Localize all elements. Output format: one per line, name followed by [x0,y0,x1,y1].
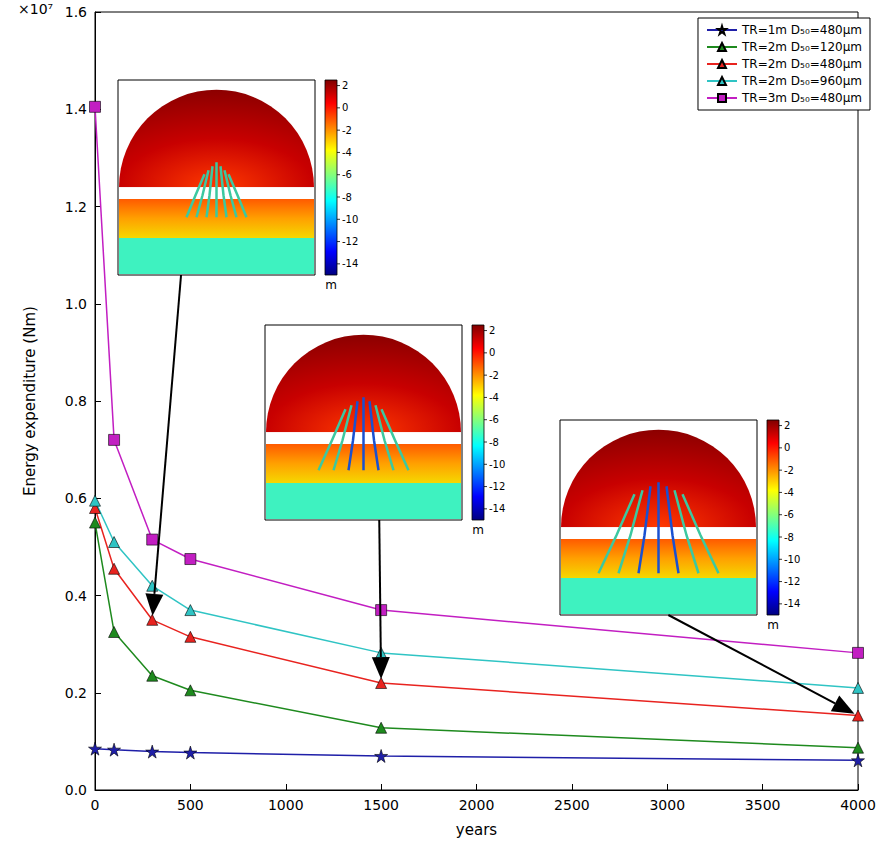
svg-text:-8: -8 [342,192,352,203]
svg-text:0.8: 0.8 [65,393,87,409]
svg-text:TR=2m D₅₀=120μm: TR=2m D₅₀=120μm [741,40,862,54]
svg-text:-4: -4 [784,487,794,498]
svg-text:-4: -4 [489,392,499,403]
svg-text:1500: 1500 [363,797,399,813]
svg-text:0.0: 0.0 [65,782,87,798]
svg-text:0: 0 [342,102,348,113]
svg-text:TR=1m D₅₀=480μm: TR=1m D₅₀=480μm [741,23,862,37]
svg-text:0: 0 [91,797,100,813]
svg-text:-2: -2 [489,370,499,381]
svg-text:-6: -6 [342,169,352,180]
svg-text:-6: -6 [489,414,499,425]
svg-text:-14: -14 [784,598,800,609]
svg-text:-2: -2 [784,465,794,476]
svg-text:4000: 4000 [840,797,876,813]
svg-text:3500: 3500 [745,797,781,813]
svg-text:TR=2m D₅₀=480μm: TR=2m D₅₀=480μm [741,57,862,71]
svg-text:TR=3m D₅₀=480μm: TR=3m D₅₀=480μm [741,91,862,105]
svg-text:3000: 3000 [649,797,685,813]
svg-text:years: years [456,821,497,839]
svg-text:-12: -12 [489,481,505,492]
svg-text:-12: -12 [342,236,358,247]
svg-text:m: m [325,278,337,292]
svg-text:1000: 1000 [268,797,304,813]
svg-text:TR=2m D₅₀=960μm: TR=2m D₅₀=960μm [741,74,862,88]
svg-text:2: 2 [342,80,348,91]
svg-text:0.2: 0.2 [65,685,87,701]
svg-text:2: 2 [784,420,790,431]
svg-text:-10: -10 [342,214,358,225]
svg-text:-8: -8 [489,437,499,448]
svg-text:Energy expenditure (Nm): Energy expenditure (Nm) [21,306,39,496]
svg-text:-10: -10 [784,554,800,565]
svg-text:-4: -4 [342,147,352,158]
svg-text:-14: -14 [489,503,505,514]
svg-text:×10⁷: ×10⁷ [18,1,53,17]
svg-text:500: 500 [177,797,204,813]
svg-text:0: 0 [784,442,790,453]
svg-text:m: m [472,523,484,537]
svg-text:1.6: 1.6 [65,4,87,20]
svg-text:1.2: 1.2 [65,199,87,215]
svg-text:-6: -6 [784,509,794,520]
svg-text:-8: -8 [784,532,794,543]
svg-text:-12: -12 [784,576,800,587]
svg-text:0.6: 0.6 [65,490,87,506]
svg-text:-10: -10 [489,459,505,470]
svg-text:1.0: 1.0 [65,296,87,312]
svg-text:2500: 2500 [554,797,590,813]
svg-text:2: 2 [489,325,495,336]
svg-text:0: 0 [489,347,495,358]
svg-text:1.4: 1.4 [65,101,87,117]
svg-text:-14: -14 [342,258,358,269]
svg-text:-2: -2 [342,125,352,136]
svg-text:0.4: 0.4 [65,588,87,604]
svg-text:m: m [767,618,779,632]
svg-text:2000: 2000 [459,797,495,813]
